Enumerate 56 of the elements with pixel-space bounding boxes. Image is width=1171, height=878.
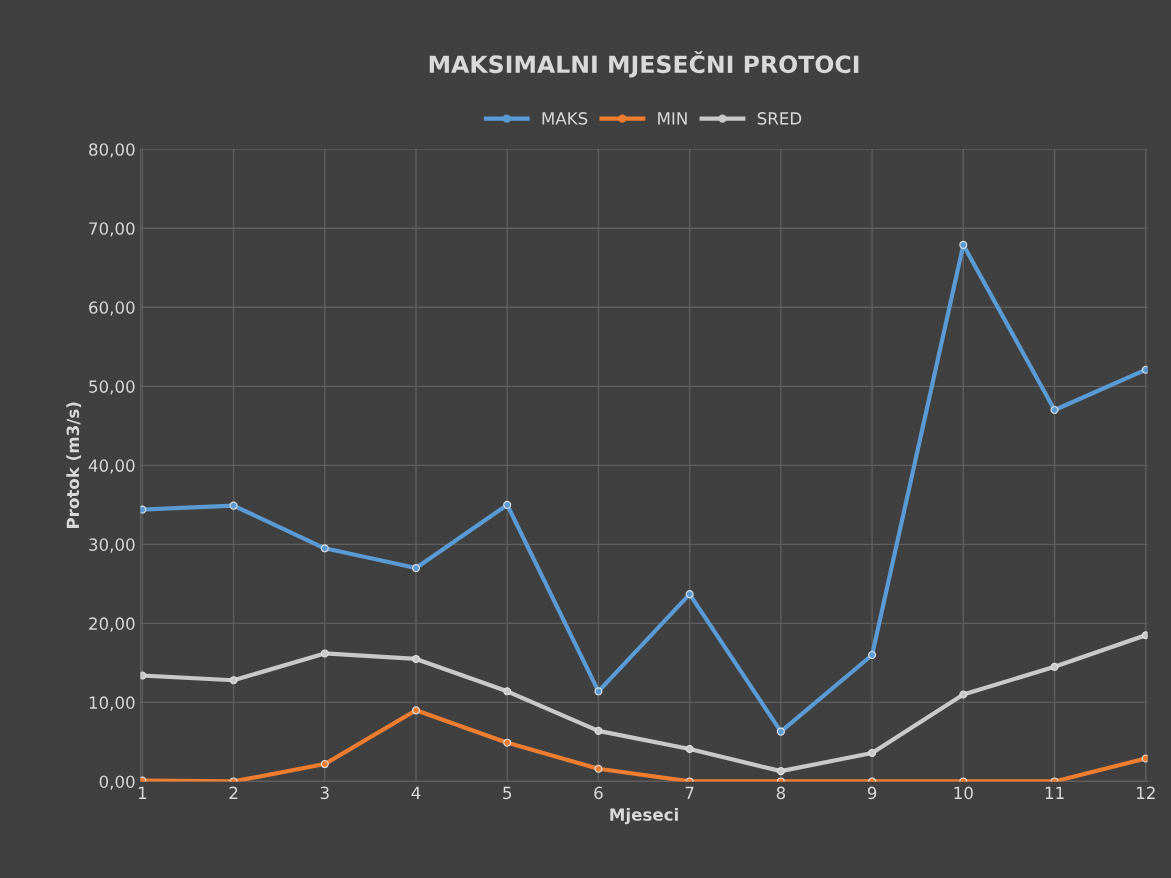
y-tick-label: 10,00: [89, 696, 135, 711]
x-tick-label: 7: [685, 786, 694, 799]
point: [594, 687, 603, 696]
chart-title: MAKSIMALNI MJESEČNI PROTOCI: [429, 51, 859, 78]
point: [229, 676, 238, 685]
point: [411, 564, 421, 573]
x-tick-label: 4: [411, 786, 421, 799]
y-axis-title: Protok (m3/s): [66, 402, 82, 529]
y-tick-label: 20,00: [89, 617, 135, 632]
point: [1141, 631, 1148, 640]
point: [594, 726, 603, 735]
point: [320, 544, 329, 553]
point: [411, 654, 421, 663]
point: [140, 505, 147, 514]
point: [1141, 754, 1148, 763]
y-tick-label: 60,00: [89, 301, 135, 316]
x-tick-label: 6: [594, 786, 603, 800]
x-tick-label: 1: [138, 786, 147, 799]
legend-label: MAKS: [542, 112, 588, 125]
point: [776, 767, 785, 776]
point: [1141, 365, 1148, 374]
point: [959, 240, 968, 249]
y-tick-label: 50,00: [89, 380, 135, 395]
x-tick-label: 12: [1136, 786, 1155, 799]
point: [868, 650, 877, 660]
point: [503, 738, 512, 747]
x-axis-title: Mjeseci: [610, 807, 678, 825]
point: [594, 764, 603, 773]
y-tick-label: 80,00: [89, 143, 135, 158]
point: [503, 687, 512, 696]
point: [503, 500, 512, 509]
x-tick-label: 8: [776, 786, 786, 800]
point: [776, 727, 785, 736]
y-tick-label: 70,00: [89, 222, 135, 237]
y-tick-label: 0,00: [99, 775, 135, 790]
point: [229, 501, 238, 510]
y-tick-label: 40,00: [88, 459, 135, 474]
point: [1050, 405, 1059, 415]
point: [685, 590, 694, 599]
point: [411, 706, 421, 715]
point: [959, 690, 968, 699]
legend-label: SRED: [757, 112, 802, 125]
legend-label: MIN: [658, 112, 687, 125]
point: [140, 671, 147, 680]
point: [868, 748, 877, 757]
x-tick-label: 2: [229, 786, 238, 799]
point: [685, 744, 694, 754]
y-tick-label: 30,00: [89, 538, 135, 553]
x-tick-label: 3: [320, 786, 329, 800]
point: [320, 649, 329, 658]
point: [1050, 662, 1059, 671]
x-tick-label: 9: [867, 786, 877, 800]
x-tick-label: 11: [1045, 786, 1064, 799]
point: [320, 760, 329, 769]
x-tick-label: 10: [954, 786, 973, 800]
x-tick-label: 5: [503, 786, 512, 800]
